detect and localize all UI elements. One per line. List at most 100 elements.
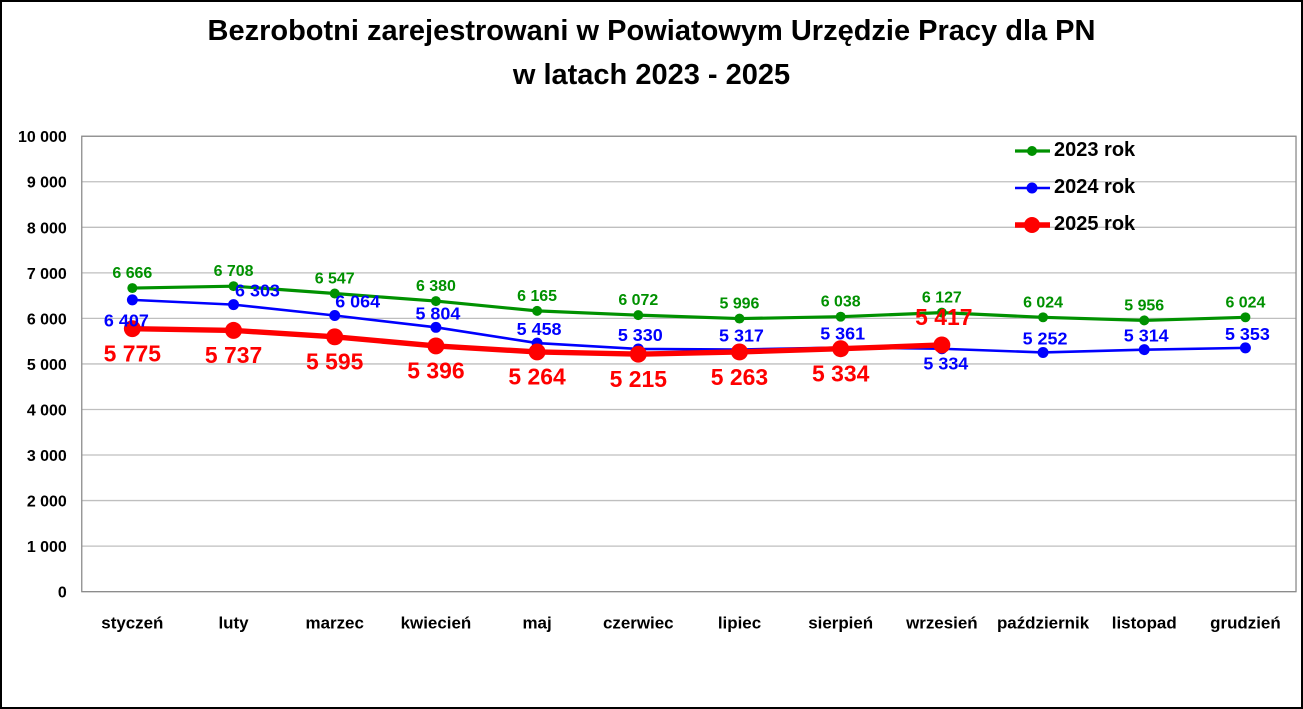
legend-marker-icon <box>1015 216 1050 233</box>
x-axis-tick-label: sierpień <box>808 613 873 632</box>
data-label: 6 127 <box>922 290 962 307</box>
data-label: 5 334 <box>923 354 968 374</box>
y-axis-tick-label: 0 <box>58 585 67 602</box>
data-label: 5 353 <box>1225 324 1270 344</box>
data-label: 6 165 <box>517 288 557 305</box>
data-point-marker <box>835 311 846 322</box>
data-label: 5 595 <box>306 349 364 375</box>
data-point-marker <box>126 294 138 306</box>
legend-label: 2024 rok <box>1054 176 1136 198</box>
legend-label: 2025 rok <box>1054 213 1136 235</box>
series-line-2024-rok <box>131 298 1247 354</box>
data-point-marker <box>329 310 341 321</box>
y-axis-tick-label: 7 000 <box>27 266 67 283</box>
x-axis-tick-label: lipiec <box>718 613 761 632</box>
y-axis-tick-label: 6 000 <box>27 311 67 328</box>
data-point-marker <box>228 299 240 311</box>
data-label: 6 407 <box>104 311 149 331</box>
data-point-marker <box>933 336 951 354</box>
legend: 2023 rok 2024 rok 2025 rok <box>1014 132 1135 243</box>
data-label: 6 708 <box>214 263 254 280</box>
data-point-marker <box>1138 344 1150 356</box>
legend-marker-icon <box>1015 145 1050 156</box>
data-point-marker <box>1038 312 1049 323</box>
x-axis-tick-label: listopad <box>1112 613 1177 632</box>
data-label: 5 775 <box>104 340 162 366</box>
data-label: 5 804 <box>415 303 460 323</box>
x-axis-tick-label: kwiecień <box>401 613 472 632</box>
data-label: 5 737 <box>205 342 262 368</box>
x-axis-tick-label: maj <box>523 613 552 632</box>
y-axis-tick-label: 2 000 <box>27 494 67 511</box>
data-label: 6 072 <box>618 292 658 309</box>
data-label: 5 317 <box>719 326 764 346</box>
data-point-marker <box>427 337 445 355</box>
data-point-marker <box>1239 342 1251 354</box>
data-point-marker <box>629 345 647 363</box>
x-axis-tick-label: styczeń <box>101 613 163 632</box>
chart-title-line2: w latach 2023 - 2025 <box>512 59 791 91</box>
plot-area-border <box>81 135 1297 593</box>
data-point-marker <box>832 340 850 358</box>
y-axis-tick-label: 5 000 <box>27 357 67 374</box>
chart-title-line1: Bezrobotni zarejestrowani w Powiatowym U… <box>207 15 1096 47</box>
data-point-marker <box>532 305 543 316</box>
legend-marker-icon <box>1015 182 1050 193</box>
data-point-marker <box>528 343 546 361</box>
y-axis-tick-label: 10 000 <box>18 129 67 146</box>
data-label: 6 666 <box>112 265 152 282</box>
data-label: 5 996 <box>720 296 760 313</box>
data-label: 5 334 <box>812 361 870 387</box>
data-label: 6 380 <box>416 278 456 295</box>
data-label: 6 024 <box>1023 294 1063 311</box>
legend-item-2025-rok: 2025 rok <box>1014 206 1135 243</box>
data-label: 6 547 <box>315 271 355 288</box>
chart-title: Bezrobotni zarejestrowani w Powiatowym U… <box>2 9 1301 97</box>
data-label: 5 264 <box>508 364 566 390</box>
data-point-marker <box>326 328 344 346</box>
y-axis-tick-label: 1 000 <box>27 539 67 556</box>
data-label: 6 303 <box>235 281 280 301</box>
data-point-marker <box>430 296 441 307</box>
data-point-marker <box>731 343 748 361</box>
data-point-marker <box>123 320 141 338</box>
legend-label: 2023 rok <box>1054 139 1136 161</box>
y-axis-tick-label: 8 000 <box>27 220 67 237</box>
x-axis-tick-label: marzec <box>306 613 364 632</box>
data-point-marker <box>228 281 239 292</box>
x-axis-tick-label: grudzień <box>1210 613 1281 632</box>
data-point-marker <box>1240 312 1251 323</box>
legend-item-2024-rok: 2024 rok <box>1014 169 1135 206</box>
x-axis-tick-label: wrzesień <box>905 613 978 632</box>
data-point-marker <box>734 313 745 324</box>
data-label: 5 417 <box>915 304 972 330</box>
data-point-marker <box>329 288 340 299</box>
data-label: 5 330 <box>618 325 663 345</box>
data-label: 5 361 <box>820 324 865 344</box>
x-axis-tick-label: październik <box>997 613 1090 632</box>
data-point-marker <box>1037 347 1049 358</box>
x-axis-tick-label: luty <box>218 613 249 632</box>
y-axis-tick-label: 9 000 <box>27 175 67 192</box>
data-label: 5 252 <box>1023 329 1068 349</box>
data-point-marker <box>936 307 947 318</box>
data-label: 5 458 <box>517 319 562 339</box>
data-point-marker <box>430 321 442 333</box>
y-axis-tick-label: 3 000 <box>27 448 67 465</box>
data-label: 6 038 <box>821 294 861 311</box>
data-point-marker <box>633 310 644 321</box>
data-label: 6 024 <box>1225 294 1265 311</box>
legend-item-2023-rok: 2023 rok <box>1014 132 1135 169</box>
series-line-2023-rok <box>130 284 1248 322</box>
data-label: 5 263 <box>711 364 768 390</box>
data-label: 6 064 <box>335 292 380 312</box>
data-label: 5 956 <box>1124 297 1164 314</box>
data-label: 5 314 <box>1124 326 1169 346</box>
data-point-marker <box>225 321 243 339</box>
x-axis-tick-label: czerwiec <box>603 613 674 632</box>
data-point-marker <box>1139 315 1150 326</box>
y-axis-tick-label: 4 000 <box>27 402 67 419</box>
data-point-marker <box>127 283 138 294</box>
